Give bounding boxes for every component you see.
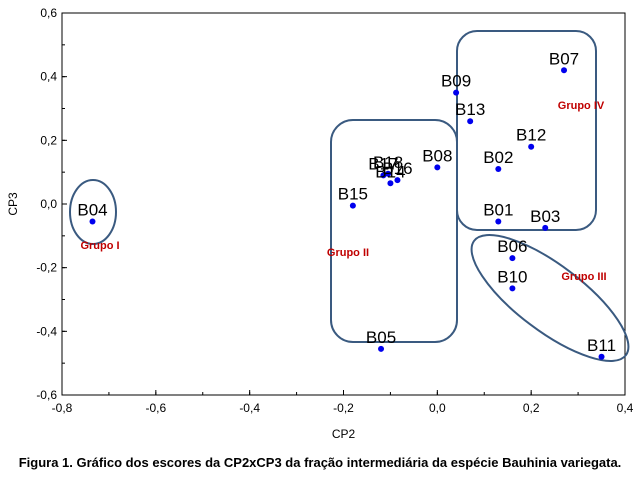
group-label: Grupo II — [327, 247, 369, 259]
data-point — [387, 180, 394, 187]
y-tick-label: 0,4 — [40, 70, 57, 84]
point-label: B02 — [483, 148, 513, 167]
point-label: B16 — [382, 159, 412, 178]
group-i-outline — [69, 179, 117, 245]
x-tick-label: -0,4 — [239, 401, 260, 415]
point-label: B12 — [516, 126, 546, 145]
data-point — [467, 118, 474, 125]
point-label: B18 — [373, 153, 403, 172]
point-label: B13 — [455, 100, 485, 119]
group-iv-outline — [456, 30, 597, 231]
point-label: B07 — [549, 49, 579, 68]
point-label: B14 — [375, 162, 405, 181]
data-point — [378, 345, 385, 352]
data-point — [89, 218, 96, 225]
point-label: B03 — [530, 207, 560, 226]
x-tick-label: 0,0 — [429, 401, 446, 415]
y-axis-label: CP3 — [6, 192, 20, 216]
group-ii-outline — [330, 119, 458, 343]
x-tick-label: -0,8 — [52, 401, 73, 415]
group-label: Grupo I — [80, 240, 119, 252]
x-tick-label: 0,4 — [617, 401, 634, 415]
x-tick-label: 0,2 — [523, 401, 540, 415]
data-point — [385, 170, 392, 177]
data-point — [434, 164, 441, 171]
point-label: B05 — [366, 328, 396, 347]
data-point — [495, 218, 502, 225]
group-label: Grupo IV — [558, 100, 605, 112]
point-label: B08 — [422, 146, 452, 165]
plot-area — [61, 12, 626, 396]
group-label: Grupo III — [561, 271, 606, 283]
point-label: B11 — [587, 336, 616, 355]
group-iii-outline — [470, 234, 630, 362]
data-point — [380, 172, 387, 179]
y-tick-label: 0,2 — [40, 133, 57, 147]
data-point — [394, 177, 401, 184]
point-label: B15 — [338, 185, 368, 204]
point-label: B17 — [368, 154, 398, 173]
data-point — [561, 67, 568, 74]
figure-caption: Figura 1. Gráfico dos escores da CP2xCP3… — [18, 455, 622, 470]
y-tick-label: -0,6 — [36, 388, 57, 402]
point-label: B09 — [441, 72, 471, 91]
y-tick-label: -0,4 — [36, 324, 57, 338]
point-label: B10 — [497, 267, 527, 286]
scatter-chart: -0,8 -0,6 -0,4 -0,2 0,0 0,2 0,4-0,6-0,4-0,20,0… — [6, 6, 634, 441]
point-label: B06 — [497, 237, 527, 256]
data-point — [453, 89, 460, 96]
data-point — [509, 285, 516, 292]
data-point — [598, 353, 605, 360]
data-point — [509, 255, 516, 262]
x-tick-label: -0,6 — [145, 401, 166, 415]
data-point — [528, 143, 535, 150]
y-tick-label: 0,6 — [40, 6, 57, 20]
point-label: B04 — [77, 201, 107, 220]
point-label: B01 — [483, 201, 513, 220]
data-point — [495, 165, 502, 172]
y-tick-label: 0,0 — [40, 197, 57, 211]
x-tick-label: -0,2 — [333, 401, 354, 415]
x-axis-label: CP2 — [332, 427, 356, 441]
data-point — [542, 224, 549, 231]
y-tick-label: -0,2 — [36, 261, 57, 275]
data-point — [349, 202, 356, 209]
